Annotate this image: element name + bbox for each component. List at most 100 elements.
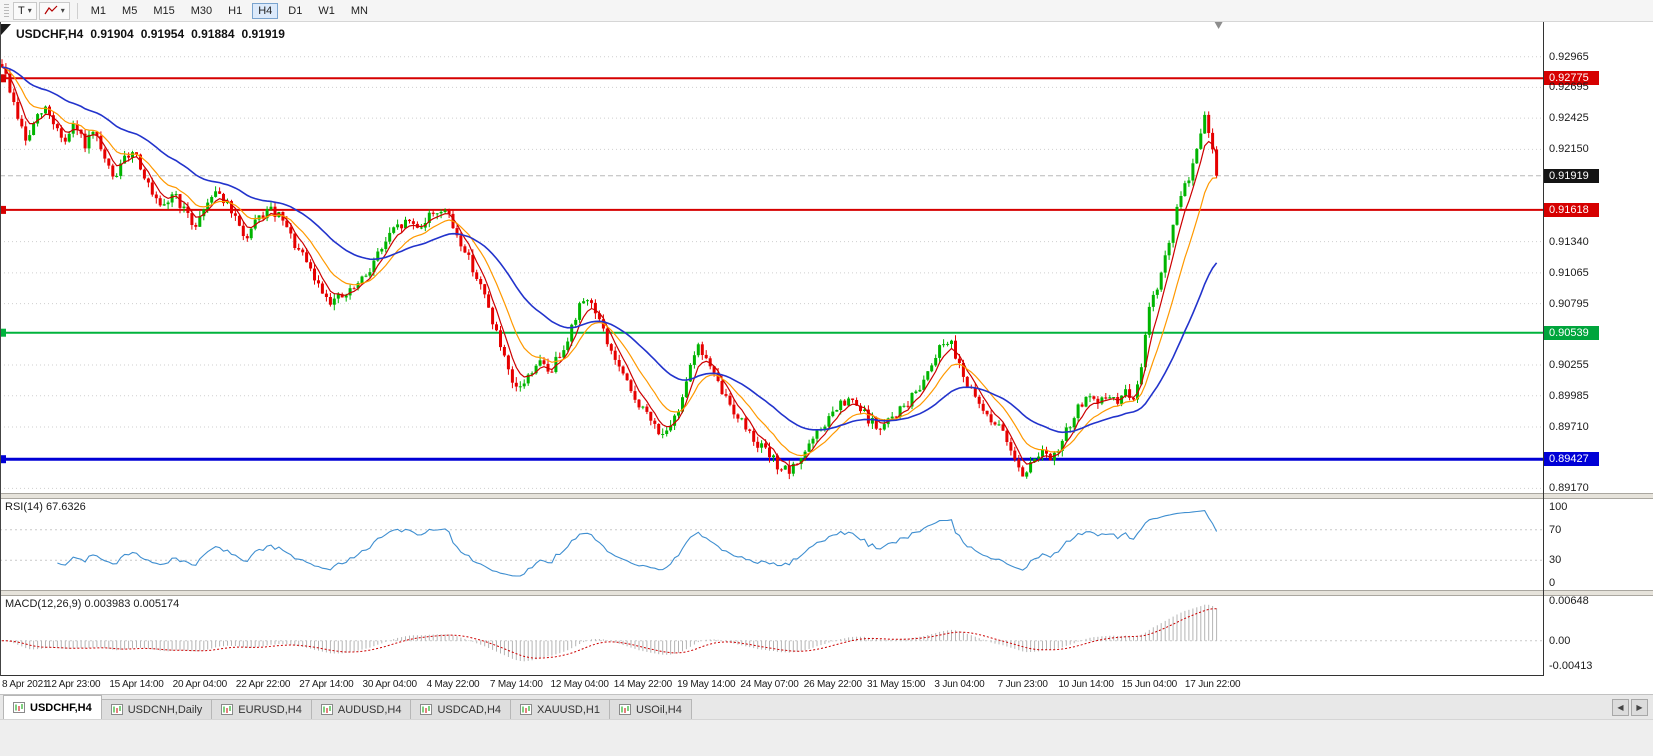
macd-axis[interactable]: 0.00648 0.00 -0.00413 <box>1544 595 1653 675</box>
chart-tab-label: XAUUSD,H1 <box>537 703 600 716</box>
chart-tab-audusd[interactable]: AUDUSD,H4 <box>311 699 412 719</box>
price-axis-label: 0.89170 <box>1549 482 1589 495</box>
high-value: 0.91954 <box>140 27 185 41</box>
low-value: 0.91884 <box>191 27 235 41</box>
chart-tab-usdcnh[interactable]: USDCNH,Daily <box>101 699 213 719</box>
symbol-period-label: USDCHF,H4 <box>16 27 84 41</box>
chart-tab-usdchf[interactable]: USDCHF,H4 <box>3 695 102 719</box>
chart-tab-eurusd[interactable]: EURUSD,H4 <box>212 699 312 719</box>
time-axis-label: 31 May 15:00 <box>867 679 926 690</box>
time-axis-label: 14 May 22:00 <box>613 679 673 690</box>
chart-mini-icon <box>420 704 433 715</box>
chart-tab-xauusd[interactable]: XAUUSD,H1 <box>511 699 610 719</box>
timeframe-button-h1[interactable]: H1 <box>228 4 243 17</box>
time-axis-label: 19 May 14:00 <box>677 679 736 690</box>
panel-splitter[interactable] <box>0 493 1653 499</box>
left-arrow-icon: ◀ <box>1617 703 1624 712</box>
price-chart-canvas[interactable] <box>0 22 1543 493</box>
chart-tab-bar: USDCHF,H4 USDCNH,Daily EURUSD,H4 AUDUSD,H4 U… <box>0 694 1653 719</box>
timeframe-button-h4[interactable]: H4 <box>252 2 279 19</box>
price-tag: 0.90539 <box>1544 325 1599 340</box>
time-axis[interactable]: 8 Apr 2021 12 Apr 23:00 15 Apr 14:00 20 Apr… <box>0 676 1653 694</box>
time-axis-label: 24 May 07:00 <box>740 679 799 690</box>
templates-button[interactable]: T ▾ <box>13 1 37 20</box>
chart-tab-label: USDCHF,H4 <box>30 701 92 714</box>
price-axis-label: 0.92965 <box>1549 50 1589 63</box>
time-axis-label: 12 Apr 23:00 <box>46 679 101 690</box>
timeframe-button-m30[interactable]: M30 <box>190 4 213 17</box>
time-axis-label: 30 Apr 04:00 <box>362 679 418 690</box>
open-value: 0.91904 <box>90 27 134 41</box>
price-axis[interactable]: 0.92965 0.92775 0.92695 0.92425 0.92150 0.919… <box>1544 22 1653 495</box>
chart-tab-usoil[interactable]: USOil,H4 <box>610 699 692 719</box>
timeframe-button-m15[interactable]: M15 <box>153 4 175 17</box>
tab-scroll-right-button[interactable]: ▶ <box>1631 699 1648 716</box>
timeframe-group: M1 M5 M15 M30 H1 H4 D1 W1 MN <box>85 2 374 19</box>
rsi-axis[interactable]: 100 70 30 0 <box>1544 499 1653 590</box>
time-axis-label: 7 May 14:00 <box>489 679 543 690</box>
price-axis-label: 0.89710 <box>1549 421 1589 433</box>
time-axis-label: 8 Apr 2021 <box>2 679 49 690</box>
rsi-panel[interactable]: RSI(14) 67.6326 <box>0 499 1543 590</box>
chart-mini-icon <box>110 704 123 715</box>
chart-title: USDCHF,H4 0.91904 0.91954 0.91884 0.9191… <box>16 27 285 41</box>
chart-tab-label: AUDUSD,H4 <box>337 703 402 716</box>
price-axis-label: 0.92695 <box>1549 81 1589 94</box>
price-tag: 0.91919 <box>1544 168 1599 183</box>
price-axis-label: 0.89985 <box>1549 389 1589 402</box>
timeframe-button-mn[interactable]: MN <box>350 4 368 17</box>
main-chart-panel[interactable]: USDCHF,H4 0.91904 0.91954 0.91884 0.9191… <box>0 22 1543 493</box>
timeframe-button-m1[interactable]: M1 <box>90 4 107 17</box>
price-axis-label: 0.90795 <box>1549 297 1589 310</box>
price-tag: 0.91618 <box>1544 202 1599 217</box>
chart-tab-label: USDCAD,H4 <box>437 703 502 716</box>
tab-scroll-controls: ◀ ▶ <box>1612 699 1648 716</box>
rsi-axis-label: 30 <box>1549 554 1562 567</box>
dropdown-caret-icon: ▾ <box>60 5 65 15</box>
timeframe-button-d1[interactable]: D1 <box>288 4 303 17</box>
right-arrow-icon: ▶ <box>1636 703 1643 712</box>
chart-mini-icon <box>619 704 631 715</box>
price-axis-label: 0.90255 <box>1549 359 1589 371</box>
macd-label: MACD(12,26,9) 0.003983 0.005174 <box>5 598 180 610</box>
rsi-label: RSI(14) 67.6326 <box>5 501 86 513</box>
chart-mini-icon <box>221 704 234 715</box>
macd-panel[interactable]: MACD(12,26,9) 0.003983 0.005174 <box>0 596 1543 675</box>
macd-axis-label: 0.00 <box>1549 634 1571 647</box>
price-axis-label: 0.91340 <box>1549 235 1589 248</box>
time-axis-label: 27 Apr 14:00 <box>299 679 354 690</box>
dropdown-caret-icon: ▾ <box>27 5 32 15</box>
line-studies-icon <box>44 5 58 16</box>
time-axis-label: 22 Apr 22:00 <box>235 679 291 690</box>
time-axis-label: 17 Jun 22:00 <box>1184 679 1241 690</box>
close-value: 0.91919 <box>241 27 285 41</box>
price-axis-label: 0.92150 <box>1549 143 1589 156</box>
time-axis-label: 10 Jun 14:00 <box>1058 679 1114 690</box>
axis-separator-line <box>1543 22 1544 676</box>
macd-axis-label: 0.00648 <box>1549 595 1589 608</box>
price-axis-label: 0.92425 <box>1549 112 1589 125</box>
time-axis-label: 4 May 22:00 <box>426 679 480 690</box>
chart-tab-label: EURUSD,H4 <box>238 703 302 716</box>
toolbar-grip[interactable] <box>4 3 9 18</box>
timeframe-button-w1[interactable]: W1 <box>318 4 335 17</box>
toolbar-separator <box>76 2 78 19</box>
tab-scroll-left-button[interactable]: ◀ <box>1612 699 1629 716</box>
macd-canvas[interactable] <box>0 596 1543 675</box>
price-tag: 0.89427 <box>1544 452 1599 467</box>
panel-splitter[interactable] <box>0 590 1653 596</box>
time-axis-label: 7 Jun 23:00 <box>997 679 1048 690</box>
rsi-axis-label: 70 <box>1549 523 1562 536</box>
time-axis-label: 12 May 04:00 <box>550 679 609 690</box>
line-studies-button[interactable]: ▾ <box>38 1 70 20</box>
chart-tab-label: USOil,H4 <box>636 703 682 716</box>
chart-tab-usdcad[interactable]: USDCAD,H4 <box>411 699 512 719</box>
rsi-canvas[interactable] <box>0 499 1543 590</box>
chart-mini-icon <box>320 704 333 715</box>
time-axis-label: 26 May 22:00 <box>803 679 862 690</box>
plot-left-border <box>0 22 1 676</box>
timeframe-button-m5[interactable]: M5 <box>122 4 138 17</box>
rsi-axis-label: 100 <box>1549 501 1568 513</box>
time-axis-label: 3 Jun 04:00 <box>934 679 985 690</box>
